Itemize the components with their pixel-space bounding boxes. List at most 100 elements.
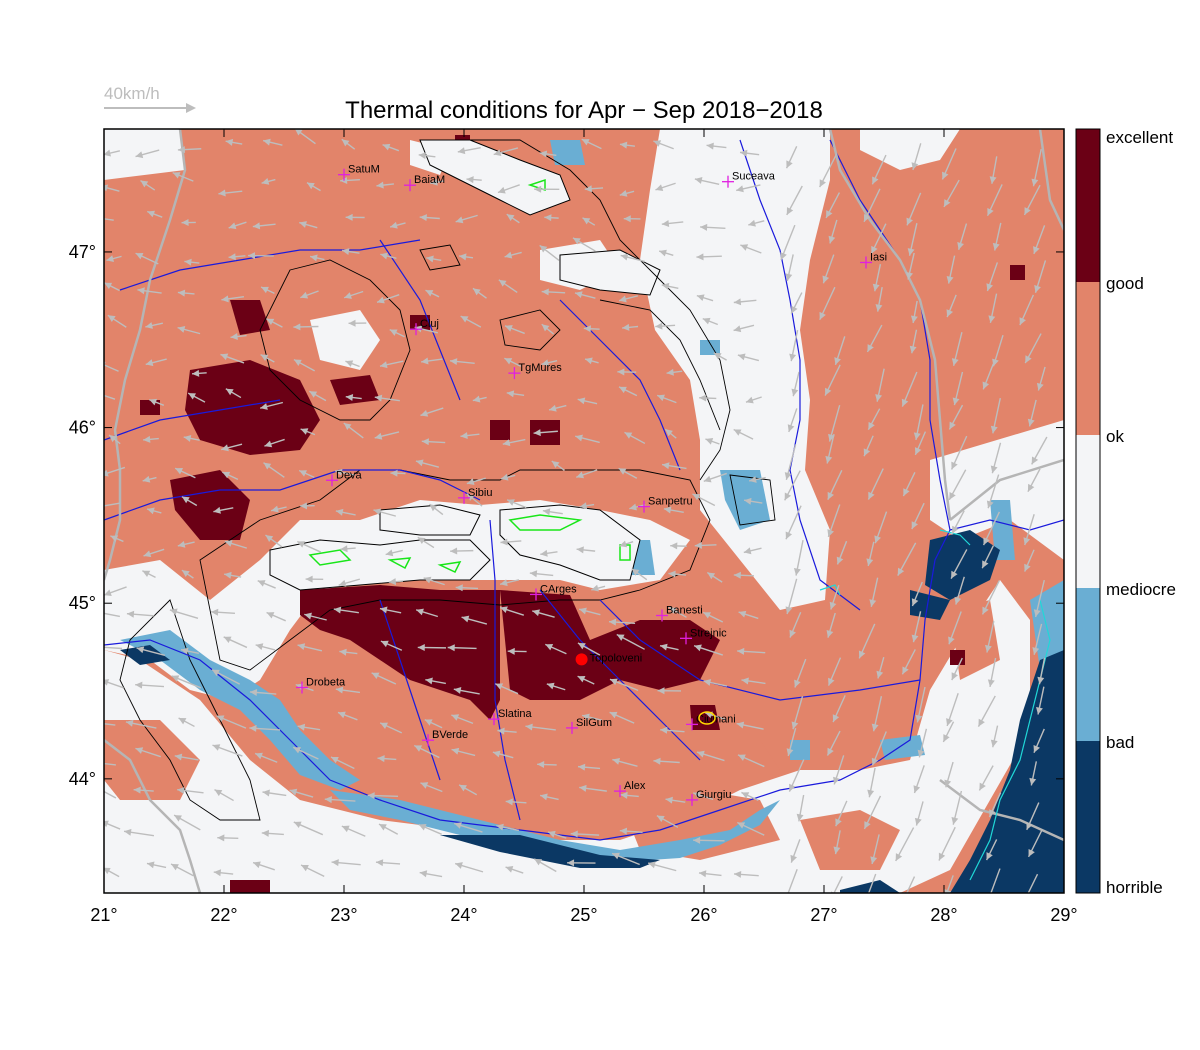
wind-arrow-head-icon — [990, 425, 998, 434]
wind-arrow-head-icon — [655, 184, 664, 192]
wind-arrow-head-icon — [214, 789, 223, 797]
wind-arrow-head-icon — [990, 465, 998, 474]
wind-arrow-head-icon — [1031, 456, 1039, 465]
city-label: Ciulnani — [696, 713, 736, 725]
colorbar-label-ok: ok — [1106, 427, 1124, 446]
wind-arrow-head-icon — [104, 820, 109, 828]
wind-arrow-head-icon — [261, 286, 269, 294]
wind-arrow-head-icon — [740, 244, 749, 251]
wind-arrow-head-icon — [192, 369, 200, 377]
wind-arrow-head-icon — [343, 423, 352, 431]
wind-arrow-head-icon — [109, 435, 117, 443]
wind-arrow-head-icon — [1027, 483, 1035, 492]
wind-arrow-head-icon — [648, 861, 656, 869]
wind-arrow-head-icon — [228, 222, 237, 230]
colorbar-frame — [1075, 128, 1101, 894]
wind-arrow-head-icon — [624, 432, 633, 439]
wind-arrow-head-icon — [576, 546, 584, 554]
wind-arrow-head-icon — [230, 333, 238, 340]
wind-arrow-head-icon — [188, 393, 197, 400]
wind-arrow-icon — [1027, 873, 1039, 893]
wind-arrow-head-icon — [418, 152, 427, 160]
city-baiam: BaiaM — [404, 174, 445, 192]
wind-arrow-head-icon — [253, 861, 261, 869]
wind-arrow-head-icon — [696, 294, 705, 302]
wind-arrow-head-icon — [506, 214, 515, 222]
wind-arrow-head-icon — [247, 252, 256, 260]
city-banesti: Banesti — [656, 605, 703, 622]
wind-arrow-head-icon — [909, 345, 917, 354]
wind-arrow-head-icon — [661, 282, 670, 290]
wind-arrow-head-icon — [380, 252, 388, 260]
wind-arrow-head-icon — [532, 609, 540, 617]
wind-arrow-head-icon — [377, 296, 385, 304]
wind-arrow-head-icon — [135, 151, 144, 159]
wind-arrow-head-icon — [216, 715, 225, 722]
wind-arrow-head-icon — [177, 787, 185, 794]
wind-arrow-head-icon — [414, 745, 423, 752]
wind-arrow-head-icon — [577, 676, 586, 683]
wind-arrow-head-icon — [177, 326, 186, 333]
city-carges: CArges — [530, 583, 577, 601]
wind-arrow-head-icon — [784, 492, 792, 501]
wind-arrow-head-icon — [584, 185, 592, 193]
wind-arrow-head-icon — [94, 644, 101, 651]
lat-axis: 44° 45° 46° 47° — [69, 242, 1064, 789]
wind-arrow-head-icon — [577, 642, 586, 650]
wind-arrow-head-icon — [544, 214, 552, 222]
wind-arrow-head-icon — [293, 323, 301, 331]
wind-arrow-head-icon — [172, 172, 181, 179]
wind-arrow-head-icon — [983, 537, 990, 546]
wind-arrow-head-icon — [293, 747, 302, 754]
wind-arrow-head-icon — [505, 798, 513, 806]
wind-arrow-head-icon — [110, 535, 119, 542]
wind-arrow-head-icon — [827, 491, 834, 500]
wind-arrow-head-icon — [341, 248, 350, 255]
wind-arrow-head-icon — [791, 721, 799, 730]
wind-arrow-head-icon — [1029, 777, 1037, 786]
wind-arrow-head-icon — [869, 599, 877, 607]
wind-arrow-head-icon — [906, 271, 914, 280]
city-label: Suceava — [732, 171, 776, 183]
wind-arrow-head-icon — [907, 248, 915, 256]
lon-tick-label: 28° — [930, 905, 957, 925]
wind-arrow-head-icon — [617, 368, 625, 376]
wind-arrow-head-icon — [942, 171, 949, 180]
wind-arrow-head-icon — [787, 424, 795, 432]
city-label: Deva — [336, 469, 363, 481]
wind-arrow-head-icon — [694, 177, 703, 184]
wind-arrow-head-icon — [177, 540, 186, 548]
wind-arrow-head-icon — [497, 186, 506, 194]
wind-arrow-head-icon — [107, 315, 116, 323]
wind-arrow-head-icon — [946, 718, 953, 726]
wind-arrow-head-icon — [504, 251, 513, 259]
wind-arrow-head-icon — [380, 722, 389, 729]
wind-arrow-head-icon — [541, 359, 549, 367]
wind-arrow-head-icon — [135, 681, 143, 689]
wind-arrow-head-icon — [213, 869, 222, 877]
wind-arrow-head-icon — [871, 245, 878, 254]
wind-arrow-head-icon — [266, 318, 275, 326]
wind-arrow-icon — [104, 186, 120, 192]
wind-arrow-head-icon — [951, 358, 959, 366]
wind-arrow-head-icon — [819, 311, 826, 320]
city-iasi: Iasi — [860, 251, 887, 269]
wind-arrow-head-icon — [525, 723, 533, 731]
wind-arrow-head-icon — [946, 309, 954, 318]
wind-arrow-head-icon — [570, 830, 578, 838]
wind-arrow-head-icon — [419, 870, 428, 878]
wind-arrow-head-icon — [541, 288, 549, 296]
wind-arrow-head-icon — [388, 578, 397, 586]
city-satum: SatuM — [338, 164, 380, 181]
wind-arrow-head-icon — [986, 852, 993, 861]
wind-arrow-head-icon — [221, 444, 229, 452]
wind-arrow-head-icon — [581, 139, 590, 146]
wind-arrow-head-icon — [461, 615, 470, 623]
wind-arrow-head-icon — [181, 219, 189, 227]
wind-arrow-head-icon — [1023, 896, 1029, 904]
wind-arrow-head-icon — [745, 396, 754, 404]
wind-arrow-head-icon — [181, 496, 190, 504]
wind-arrow-head-icon — [938, 852, 946, 861]
city-slatina: Slatina — [488, 708, 533, 726]
wind-arrow-head-icon — [572, 237, 581, 245]
